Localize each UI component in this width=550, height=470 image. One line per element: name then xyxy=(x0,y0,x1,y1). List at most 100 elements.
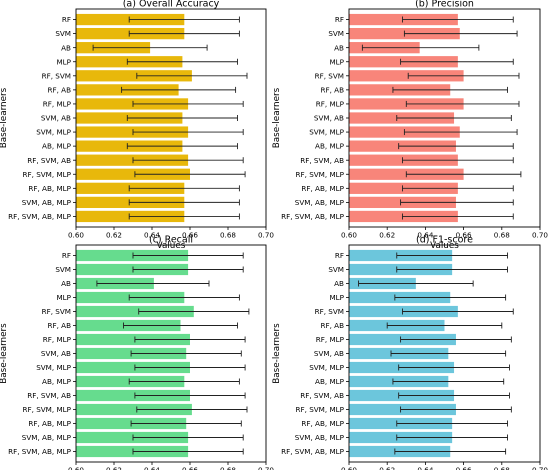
plot-frame xyxy=(348,244,541,463)
y-tick-label: RF, AB xyxy=(47,321,71,330)
bar-11 xyxy=(76,154,189,166)
bar-5 xyxy=(349,70,464,82)
error-bar-12 xyxy=(400,406,512,413)
x-tick-label: 0.70 xyxy=(258,466,274,470)
y-tick-label: RF, SVM, AB xyxy=(27,391,71,400)
error-bar-5 xyxy=(402,308,514,315)
error-bar-7 xyxy=(132,100,244,107)
error-bar-13 xyxy=(396,420,508,427)
y-tick-label: RF, SVM, AB, MLP xyxy=(8,447,72,456)
x-tick-label: 0.60 xyxy=(341,231,357,240)
error-bar-9 xyxy=(403,129,518,136)
y-tick-label: SVM, AB, MLP xyxy=(295,198,345,207)
error-bar-12 xyxy=(405,171,522,178)
error-bar-12 xyxy=(134,171,246,178)
y-tick-label: SVM, AB, MLP xyxy=(22,198,72,207)
chart-panel-4: (d) F1-score RF SVM AB MLP RF, SVM RF, AB RF, M… xyxy=(272,235,548,470)
bar-1 xyxy=(76,249,189,262)
error-bar-2 xyxy=(396,266,508,273)
x-tick-label: 0.70 xyxy=(258,231,274,240)
y-tick-label: RF, AB xyxy=(320,85,344,94)
y-tick-label: MLP xyxy=(56,57,71,66)
y-tick-label: SVM xyxy=(328,29,344,38)
y-tick-label: RF, SVM xyxy=(315,71,344,80)
y-tick-label: RF, SVM, MLP xyxy=(296,405,345,414)
y-tick-label: SVM, AB, MLP xyxy=(295,433,345,442)
y-tick-label: AB, MLP xyxy=(315,377,345,386)
error-bar-8 xyxy=(396,115,512,121)
y-tick-label: RF, AB, MLP xyxy=(28,419,71,428)
x-tick-label: 0.64 xyxy=(417,231,433,240)
y-tick-label: RF, MLP xyxy=(316,335,345,344)
error-bar-2 xyxy=(128,30,240,37)
error-bar-15 xyxy=(394,448,507,455)
error-bar-13 xyxy=(130,420,242,427)
error-bar-5 xyxy=(138,308,250,315)
error-bar-9 xyxy=(398,364,510,371)
error-bar-10 xyxy=(126,143,238,150)
error-bar-6 xyxy=(392,86,508,93)
error-bar-8 xyxy=(130,350,242,357)
chart-panel-1: (a) Overall Accuracy RF SVM AB MLP RF, SVM RF,… xyxy=(0,0,274,251)
chart-title: (c) Recall xyxy=(149,235,193,246)
y-tick-label: SVM xyxy=(55,29,71,38)
x-tick-label: 0.62 xyxy=(106,231,122,240)
error-bar-10 xyxy=(128,378,240,385)
x-axis-label: Values xyxy=(430,241,459,251)
bar-5 xyxy=(76,70,192,82)
error-bar-15 xyxy=(132,448,244,455)
x-tick-label: 0.68 xyxy=(494,231,510,240)
error-bar-11 xyxy=(398,392,510,399)
y-axis-label: Base-learners xyxy=(0,323,9,384)
error-bar-9 xyxy=(132,129,244,136)
x-tick-label: 0.70 xyxy=(532,231,548,240)
plot-frame xyxy=(75,244,267,463)
error-bar-6 xyxy=(121,86,237,93)
y-tick-label: AB xyxy=(61,43,71,52)
x-tick-label: 0.62 xyxy=(106,466,122,470)
x-tick-label: 0.70 xyxy=(532,466,548,470)
y-tick-label: RF, SVM, AB xyxy=(300,391,344,400)
y-tick-label: SVM, MLP xyxy=(309,363,344,372)
error-bar-4 xyxy=(126,58,238,65)
error-bar-5 xyxy=(407,72,520,79)
y-tick-label: RF, SVM, MLP xyxy=(296,170,345,179)
error-bar-6 xyxy=(386,322,503,329)
error-bar-10 xyxy=(398,143,514,150)
y-tick-label: SVM, MLP xyxy=(309,128,344,137)
y-tick-label: AB xyxy=(61,279,71,288)
y-tick-label: RF xyxy=(62,15,71,24)
error-bar-3 xyxy=(358,280,474,287)
y-tick-label: RF, AB, MLP xyxy=(301,184,344,193)
x-tick-label: 0.66 xyxy=(456,231,472,240)
error-bar-2 xyxy=(403,30,518,37)
error-bar-4 xyxy=(400,58,514,65)
error-bar-5 xyxy=(136,72,248,79)
error-bar-8 xyxy=(126,115,238,121)
y-tick-label: RF, SVM, MLP xyxy=(23,405,72,414)
y-tick-label: RF, AB, MLP xyxy=(301,419,344,428)
y-tick-label: RF, AB, MLP xyxy=(28,184,71,193)
y-tick-label: SVM, AB xyxy=(41,349,71,358)
y-tick-label: RF, MLP xyxy=(43,100,72,109)
y-tick-label: AB, MLP xyxy=(315,142,345,151)
bar-7 xyxy=(76,98,189,110)
y-tick-label: RF, MLP xyxy=(43,335,72,344)
error-bar-4 xyxy=(394,294,507,301)
y-tick-label: RF, SVM, AB xyxy=(27,156,71,165)
y-axis-label: Base-learners xyxy=(272,87,282,148)
y-tick-label: SVM xyxy=(55,265,71,274)
y-tick-label: SVM, AB xyxy=(314,114,344,123)
bar-5 xyxy=(76,305,194,318)
bar-15 xyxy=(76,445,189,458)
y-tick-label: RF, SVM xyxy=(315,307,344,316)
y-tick-label: AB xyxy=(334,279,344,288)
x-tick-label: 0.64 xyxy=(144,231,160,240)
error-bar-14 xyxy=(400,199,514,206)
y-tick-label: RF, SVM, MLP xyxy=(23,170,72,179)
y-tick-label: RF xyxy=(335,15,344,24)
y-tick-label: RF, SVM, AB, MLP xyxy=(281,447,345,456)
y-tick-label: MLP xyxy=(329,293,344,302)
error-bar-10 xyxy=(392,378,505,385)
error-bar-6 xyxy=(123,322,238,329)
